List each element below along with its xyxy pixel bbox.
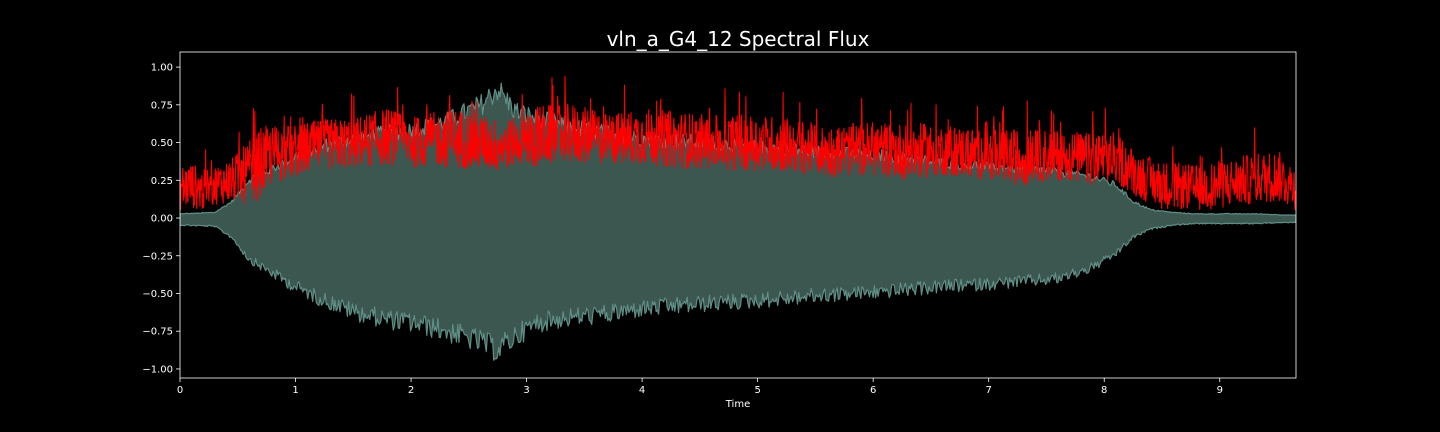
x-tick-label: 0: [177, 385, 183, 396]
plot-area: [180, 75, 1296, 361]
x-tick-label: 9: [1217, 385, 1223, 396]
x-tick-label: 1: [292, 385, 298, 396]
y-tick-label: −1.00: [142, 364, 173, 375]
plot-frame: [179, 51, 1297, 379]
x-tick-label: 5: [754, 385, 760, 396]
y-tick-label: −0.25: [142, 251, 173, 262]
y-tick-label: 1.00: [151, 63, 173, 74]
x-tick-label: 6: [870, 385, 876, 396]
x-tick-label: 2: [408, 385, 414, 396]
y-tick-label: 0.75: [151, 100, 173, 111]
y-axis: 1.00 0.75 0.50 0.25 0.00 −0.25 −0.50 −0.75 −1.00: [142, 63, 180, 375]
y-tick-label: −0.50: [142, 289, 173, 300]
x-tick-label: 8: [1101, 385, 1107, 396]
x-axis: 0 1 2 3 4 5 6 7 8 9: [177, 378, 1223, 396]
y-tick-label: −0.75: [142, 327, 173, 338]
x-tick-label: 4: [639, 385, 645, 396]
chart-title: vln_a_G4_12 Spectral Flux: [607, 27, 870, 51]
x-tick-label: 3: [523, 385, 529, 396]
y-tick-label: 0.50: [151, 138, 173, 149]
spectral-flux-line: [180, 75, 1296, 211]
x-tick-label: 7: [986, 385, 992, 396]
x-axis-label: Time: [725, 399, 750, 410]
y-tick-label: 0.00: [151, 214, 173, 225]
y-tick-label: 0.25: [151, 176, 173, 187]
